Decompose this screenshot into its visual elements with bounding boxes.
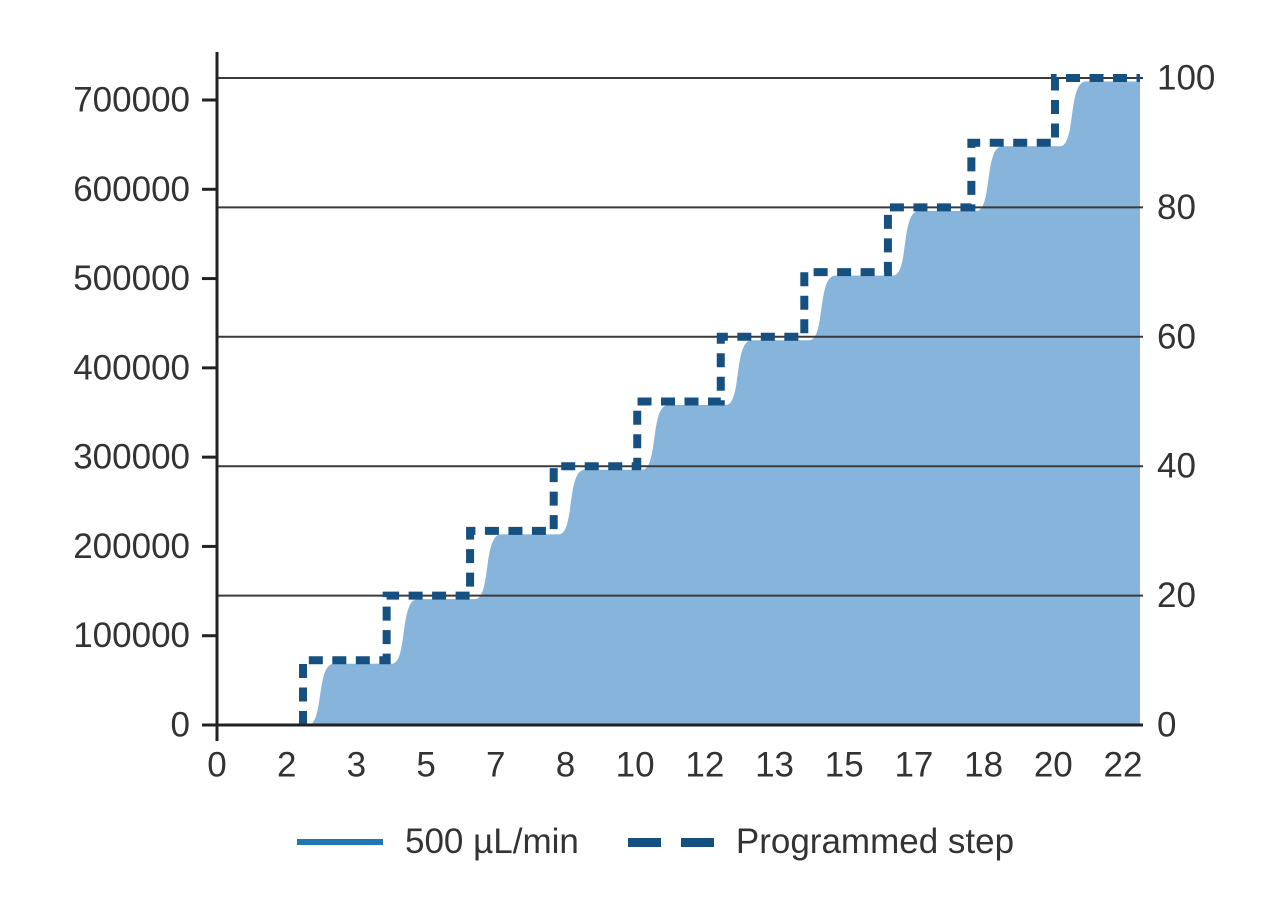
y-left-tick-label: 200000 bbox=[73, 527, 190, 566]
legend: 500 µL/min Programmed step bbox=[297, 822, 1014, 862]
x-tick-label: 17 bbox=[894, 746, 933, 785]
y-left-tick-label: 700000 bbox=[73, 81, 190, 120]
x-tick-label: 20 bbox=[1034, 746, 1073, 785]
x-tick-label: 8 bbox=[556, 746, 575, 785]
x-tick-label: 3 bbox=[347, 746, 366, 785]
y-right-tick-label: 0 bbox=[1157, 706, 1176, 745]
legend-solid-line-swatch bbox=[297, 839, 383, 845]
x-tick-label: 5 bbox=[416, 746, 435, 785]
legend-item-flow: 500 µL/min bbox=[297, 822, 579, 862]
y-right-tick-label: 60 bbox=[1157, 317, 1196, 356]
legend-label-program: Programmed step bbox=[735, 822, 1015, 861]
x-tick-label: 10 bbox=[616, 746, 655, 785]
x-tick-label: 18 bbox=[964, 746, 1003, 785]
y-left-tick-label: 0 bbox=[171, 706, 190, 745]
x-tick-label: 15 bbox=[825, 746, 864, 785]
y-right-tick-label: 20 bbox=[1157, 576, 1196, 615]
legend-dashed-line-swatch bbox=[627, 837, 714, 847]
programmed-step-line bbox=[299, 74, 1140, 725]
x-tick-label: 12 bbox=[685, 746, 724, 785]
x-tick-label: 7 bbox=[486, 746, 505, 785]
measured-flow-area bbox=[308, 81, 1141, 725]
y-left-tick-label: 600000 bbox=[73, 170, 190, 209]
y-right-tick-label: 40 bbox=[1157, 447, 1196, 486]
x-tick-label: 2 bbox=[277, 746, 296, 785]
x-tick-label: 0 bbox=[207, 746, 226, 785]
legend-item-program: Programmed step bbox=[627, 822, 1015, 862]
y-left-tick-label: 500000 bbox=[73, 259, 190, 298]
y-left-tick-label: 400000 bbox=[73, 348, 190, 387]
x-tick-label: 13 bbox=[755, 746, 794, 785]
x-tick-label: 22 bbox=[1104, 746, 1143, 785]
y-left-tick-label: 100000 bbox=[73, 616, 190, 655]
y-right-tick-label: 100 bbox=[1157, 59, 1215, 98]
legend-label-flow: 500 µL/min bbox=[405, 822, 579, 861]
y-right-tick-label: 80 bbox=[1157, 188, 1196, 227]
y-left-tick-label: 300000 bbox=[73, 438, 190, 477]
